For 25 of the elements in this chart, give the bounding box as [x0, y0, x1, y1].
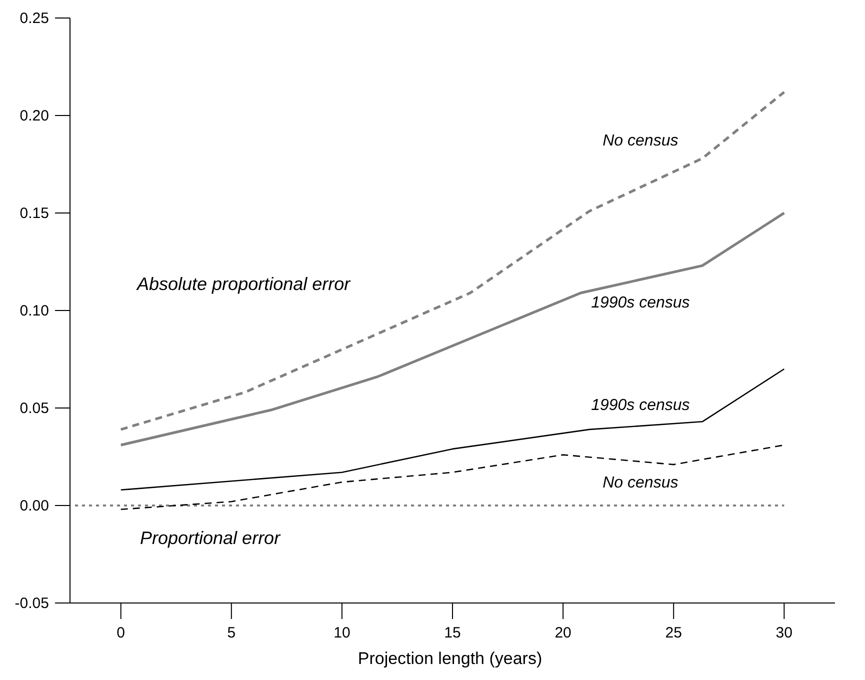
x-axis-title: Projection length (years) [358, 649, 542, 668]
y-tick-label: 0.05 [20, 400, 49, 417]
line-series [120, 368, 785, 491]
y-tick-label: 0.15 [20, 204, 49, 222]
x-tick-label: 30 [776, 624, 792, 642]
series-label: No census [602, 474, 678, 492]
annotation: Proportional error [140, 528, 282, 548]
annotation: Absolute proportional error [136, 274, 352, 294]
x-tick-label: 5 [227, 624, 236, 642]
x-tick-label: 0 [116, 624, 126, 642]
y-tick-label: 0.00 [20, 497, 49, 514]
x-tick-label: 10 [334, 624, 350, 642]
x-tick-label: 25 [665, 624, 682, 642]
series-label: 1990s census [591, 396, 690, 414]
x-tick-label: 15 [444, 624, 461, 642]
y-tick-label: -0.05 [14, 594, 49, 612]
series-label: 1990s census [591, 294, 690, 312]
line-series [120, 212, 786, 446]
series-label: No census [602, 132, 678, 150]
y-tick-label: 0.25 [20, 10, 49, 27]
line-series [120, 444, 785, 510]
y-tick-label: 0.20 [20, 107, 49, 124]
y-tick-label: 0.10 [20, 302, 49, 320]
line-series [120, 90, 786, 431]
x-tick-label: 20 [554, 624, 572, 642]
